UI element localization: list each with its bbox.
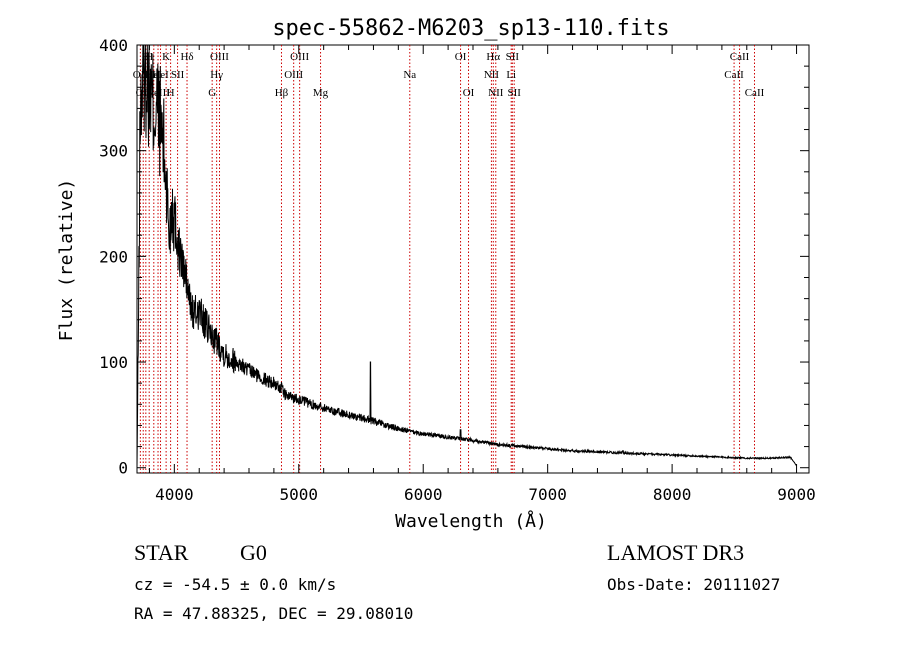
- marker-label: OIII: [284, 69, 303, 81]
- chart-title: spec-55862-M6203_sp13-110.fits: [272, 16, 669, 41]
- spectrum-series: [136, 44, 797, 468]
- marker-label: Hγ: [210, 69, 223, 81]
- marker-label: Hδ: [180, 51, 193, 63]
- redshift-text: cz = -54.5 ± 0.0 km/s: [134, 575, 337, 594]
- marker-lines: [139, 45, 755, 473]
- spectral-subclass: G0: [240, 540, 267, 565]
- x-tick-label: 8000: [653, 485, 692, 504]
- y-tick-label: 300: [99, 142, 128, 161]
- marker-label: NII: [484, 69, 500, 81]
- y-tick-label: 100: [99, 353, 128, 372]
- marker-label: Na: [403, 69, 416, 81]
- marker-label: CaII: [745, 87, 765, 99]
- y-tick-label: 0: [118, 459, 128, 478]
- marker-label: CaII: [724, 69, 744, 81]
- y-tick-label: 200: [99, 247, 128, 266]
- marker-label: Mg: [313, 87, 329, 99]
- marker-label: OIII: [210, 51, 229, 63]
- coordinates: RA = 47.88325, DEC = 29.08010: [134, 604, 414, 623]
- x-tick-label: 9000: [777, 485, 816, 504]
- marker-labels: OIIOIIHHHeINeIIIHeIKHSIIHδGHγOIIIHβOIIIO…: [133, 51, 765, 99]
- y-axis-label: Flux (relative): [56, 179, 77, 342]
- obs-date: Obs-Date: 20111027: [607, 575, 781, 594]
- marker-label: G: [208, 87, 216, 99]
- spectrum-line: [136, 44, 797, 468]
- marker-label: K: [162, 51, 170, 63]
- marker-label: SII: [507, 87, 521, 99]
- y-tick-label: 400: [99, 36, 128, 55]
- axis-ticks: 4000 5000 6000 7000 8000 9000 0 100 200 300 400: [99, 36, 816, 504]
- marker-label: SII: [506, 51, 520, 63]
- x-tick-label: 5000: [280, 485, 319, 504]
- marker-label: Li: [506, 69, 516, 81]
- marker-label: OI: [455, 51, 467, 63]
- x-axis-label: Wavelength (Å): [395, 510, 547, 532]
- marker-label: Hβ: [275, 87, 289, 99]
- marker-label: OI: [463, 87, 475, 99]
- plot-frame: [136, 44, 810, 474]
- x-tick-label: 4000: [155, 485, 194, 504]
- marker-label: Hα: [486, 51, 500, 63]
- survey-name: LAMOST DR3: [607, 540, 745, 565]
- marker-label: NII: [488, 87, 504, 99]
- x-tick-label: 6000: [404, 485, 443, 504]
- marker-label: SII: [171, 69, 185, 81]
- x-tick-label: 7000: [528, 485, 567, 504]
- object-class: STAR: [134, 540, 189, 565]
- marker-label: CaII: [730, 51, 750, 63]
- marker-label: H: [167, 87, 175, 99]
- marker-label: OIII: [290, 51, 309, 63]
